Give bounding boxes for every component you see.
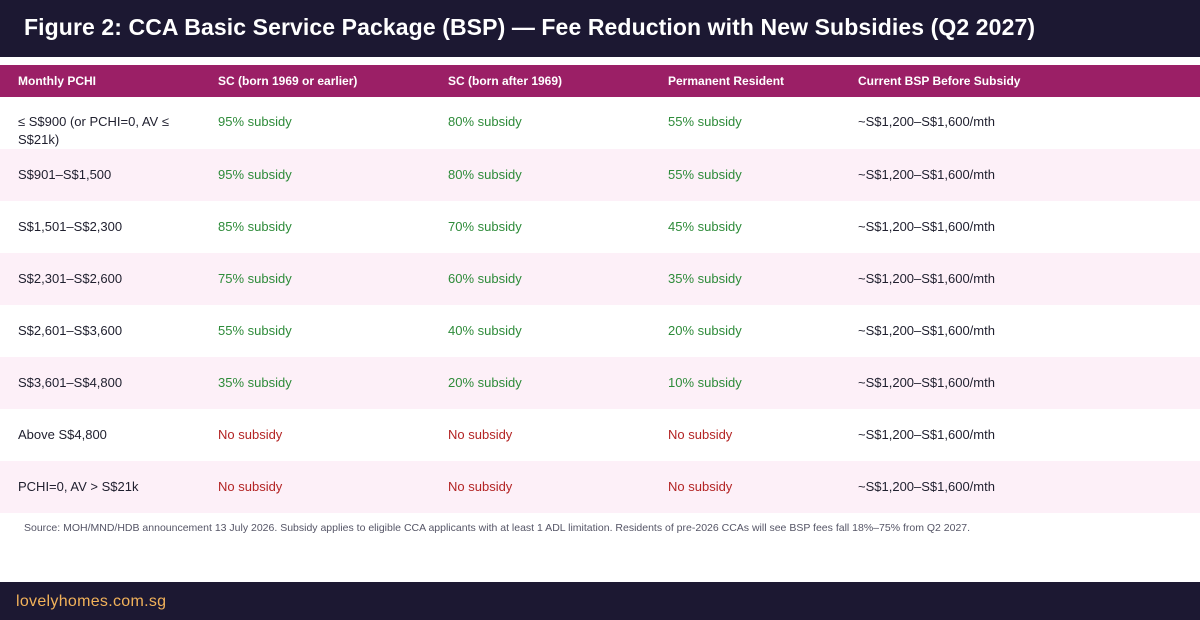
subsidy-cell: No subsidy bbox=[668, 479, 733, 494]
income-band-cell: Above S$4,800 bbox=[18, 427, 107, 442]
bsp-fee-cell: ~S$1,200–S$1,600/mth bbox=[858, 167, 995, 182]
column-header-sc-after-1969: SC (born after 1969) bbox=[448, 74, 563, 88]
subsidy-cell: 10% subsidy bbox=[668, 375, 742, 390]
subsidy-cell: 35% subsidy bbox=[668, 271, 742, 286]
bsp-fee-cell: ~S$1,200–S$1,600/mth bbox=[858, 271, 995, 286]
column-header-current-bsp: Current BSP Before Subsidy bbox=[858, 74, 1021, 88]
income-band-cell: S$2,301–S$2,600 bbox=[18, 271, 123, 286]
income-band-cell: ≤ S$900 (or PCHI=0, AV ≤ S$21k) bbox=[18, 114, 169, 147]
subsidy-cell: 35% subsidy bbox=[218, 375, 292, 390]
subsidy-table: Monthly PCHI SC (born 1969 or earlier) S… bbox=[0, 65, 1200, 513]
column-header-pchi: Monthly PCHI bbox=[18, 74, 96, 88]
table-header-row: Monthly PCHI SC (born 1969 or earlier) S… bbox=[0, 65, 1200, 97]
subsidy-cell: 70% subsidy bbox=[448, 219, 522, 234]
subsidy-cell: 55% subsidy bbox=[218, 323, 292, 338]
column-header-sc-1969-earlier: SC (born 1969 or earlier) bbox=[218, 74, 358, 88]
table-row: Above S$4,800 No subsidy No subsidy No s… bbox=[0, 409, 1200, 461]
divider bbox=[0, 57, 1200, 65]
column-header-pr: Permanent Resident bbox=[668, 74, 785, 88]
subsidy-cell: No subsidy bbox=[218, 479, 283, 494]
bsp-fee-cell: ~S$1,200–S$1,600/mth bbox=[858, 427, 995, 442]
table-row: S$2,601–S$3,600 55% subsidy 40% subsidy … bbox=[0, 305, 1200, 357]
subsidy-cell: 55% subsidy bbox=[668, 114, 742, 129]
table-row: S$901–S$1,500 95% subsidy 80% subsidy 55… bbox=[0, 149, 1200, 201]
site-brand[interactable]: lovelyhomes.com.sg bbox=[16, 593, 167, 610]
bsp-fee-cell: ~S$1,200–S$1,600/mth bbox=[858, 323, 995, 338]
page-title: Figure 2: CCA Basic Service Package (BSP… bbox=[24, 14, 1036, 40]
title-bar: Figure 2: CCA Basic Service Package (BSP… bbox=[0, 0, 1200, 57]
subsidy-cell: 80% subsidy bbox=[448, 114, 522, 129]
subsidy-cell: No subsidy bbox=[448, 427, 513, 442]
subsidy-cell: No subsidy bbox=[668, 427, 733, 442]
subsidy-cell: 80% subsidy bbox=[448, 167, 522, 182]
subsidy-cell: No subsidy bbox=[218, 427, 283, 442]
footer-bar: lovelyhomes.com.sg bbox=[0, 582, 1200, 620]
income-band-cell: S$901–S$1,500 bbox=[18, 167, 112, 182]
table-row: S$2,301–S$2,600 75% subsidy 60% subsidy … bbox=[0, 253, 1200, 305]
table-row: PCHI=0, AV > S$21k No subsidy No subsidy… bbox=[0, 461, 1200, 513]
income-band-cell: PCHI=0, AV > S$21k bbox=[18, 479, 139, 494]
bsp-fee-cell: ~S$1,200–S$1,600/mth bbox=[858, 375, 995, 390]
source-note: Source: MOH/MND/HDB announcement 13 July… bbox=[24, 522, 971, 534]
income-band-cell: S$2,601–S$3,600 bbox=[18, 323, 123, 338]
subsidy-cell: No subsidy bbox=[448, 479, 513, 494]
table-row: S$1,501–S$2,300 85% subsidy 70% subsidy … bbox=[0, 201, 1200, 253]
bsp-fee-cell: ~S$1,200–S$1,600/mth bbox=[858, 479, 995, 494]
subsidy-cell: 75% subsidy bbox=[218, 271, 292, 286]
subsidy-cell: 95% subsidy bbox=[218, 114, 292, 129]
table-row: S$3,601–S$4,800 35% subsidy 20% subsidy … bbox=[0, 357, 1200, 409]
subsidy-cell: 95% subsidy bbox=[218, 167, 292, 182]
subsidy-cell: 40% subsidy bbox=[448, 323, 522, 338]
bsp-fee-cell: ~S$1,200–S$1,600/mth bbox=[858, 114, 995, 129]
income-band-cell: S$3,601–S$4,800 bbox=[18, 375, 123, 390]
subsidy-cell: 20% subsidy bbox=[668, 323, 742, 338]
subsidy-cell: 85% subsidy bbox=[218, 219, 292, 234]
subsidy-cell: 60% subsidy bbox=[448, 271, 522, 286]
bsp-fee-cell: ~S$1,200–S$1,600/mth bbox=[858, 219, 995, 234]
table-row: ≤ S$900 (or PCHI=0, AV ≤ S$21k) 95% subs… bbox=[0, 97, 1200, 149]
subsidy-cell: 55% subsidy bbox=[668, 167, 742, 182]
subsidy-cell: 20% subsidy bbox=[448, 375, 522, 390]
income-band-cell: S$1,501–S$2,300 bbox=[18, 219, 123, 234]
subsidy-cell: 45% subsidy bbox=[668, 219, 742, 234]
